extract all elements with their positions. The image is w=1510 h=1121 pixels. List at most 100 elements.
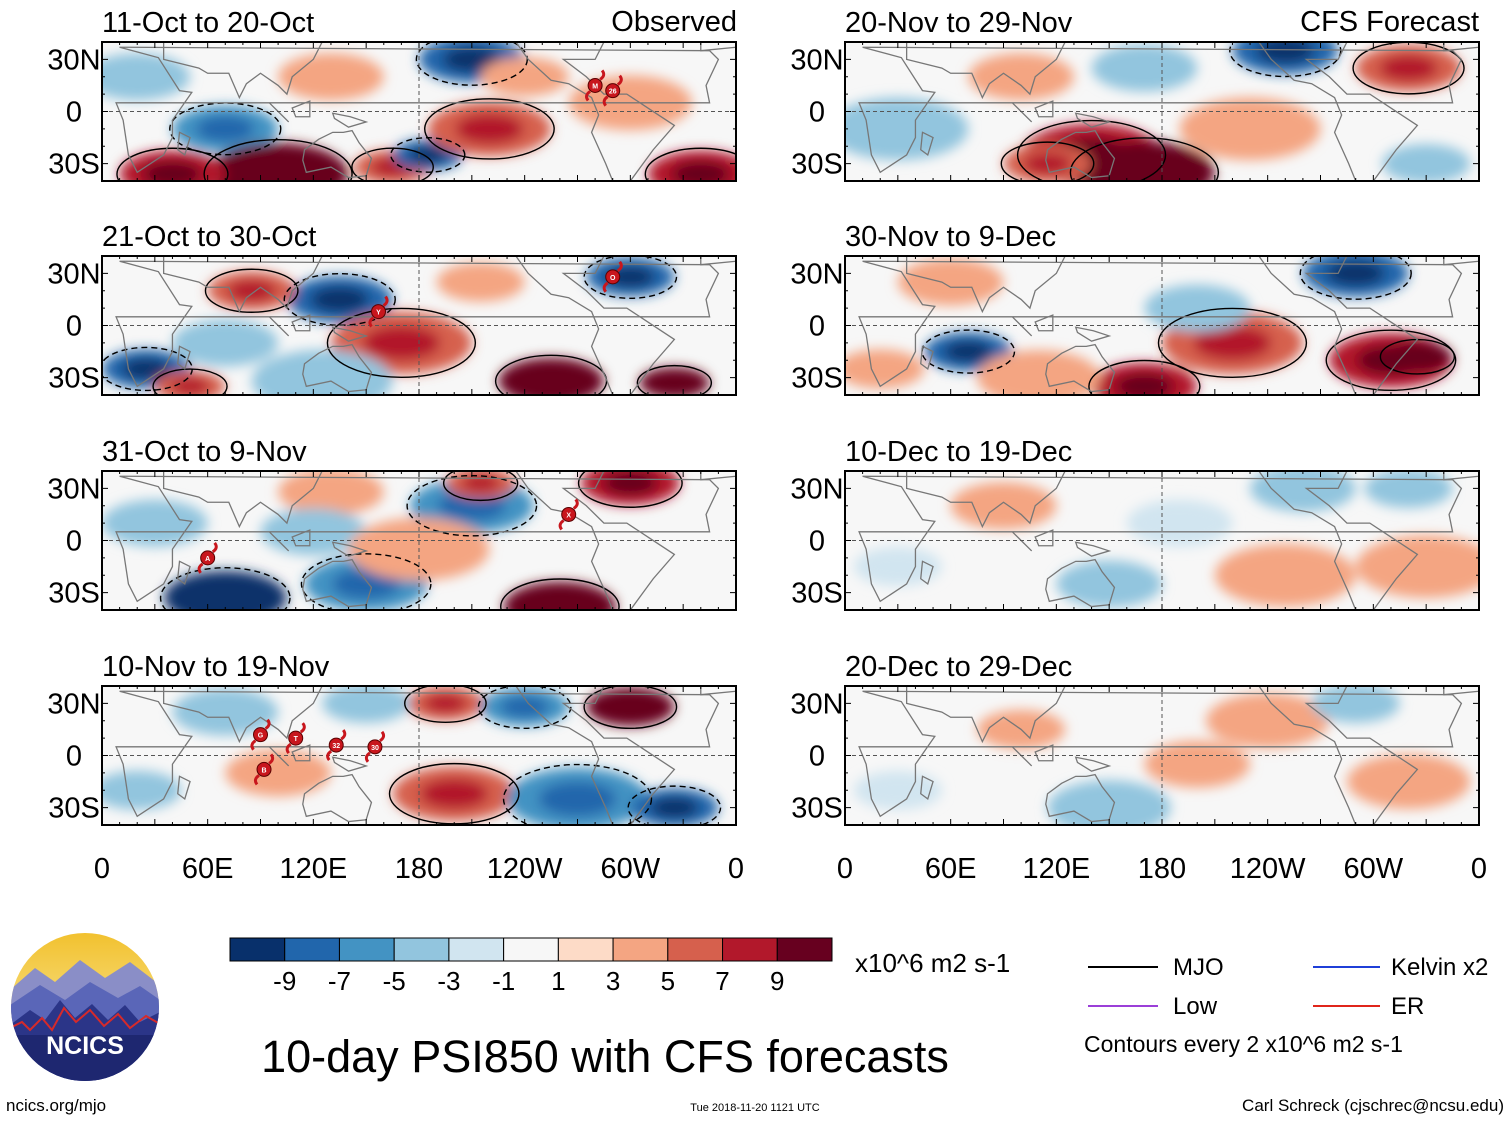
storm-marker: O xyxy=(602,260,623,293)
coastline xyxy=(905,42,1066,100)
storm-marker: T xyxy=(285,722,306,755)
storm-marker: A xyxy=(197,541,218,574)
coastline xyxy=(1045,343,1116,393)
coastline xyxy=(331,541,369,557)
coastline xyxy=(115,475,720,603)
colorbar-swatch xyxy=(667,937,724,962)
anomaly-core xyxy=(310,286,369,313)
coastline xyxy=(858,260,1463,388)
anomaly-blob xyxy=(1144,740,1251,788)
y-tick-label: 30N xyxy=(47,688,100,720)
colorbar-tick-label: -7 xyxy=(328,966,351,996)
anomaly-blob xyxy=(853,770,942,810)
x-tick-label: 120W xyxy=(487,853,563,885)
colorbar: -9 -7 -5 -3 -1 1 3 5 7 9 xyxy=(229,937,833,996)
anomaly-blob xyxy=(853,547,942,587)
mjo-contour xyxy=(415,42,528,86)
anomaly-blob xyxy=(1144,284,1251,332)
y-tick-label: 30S xyxy=(48,578,100,610)
anomaly-core xyxy=(1379,55,1438,81)
coastline xyxy=(268,746,290,767)
coastline xyxy=(1074,541,1112,557)
colorbar-tick-label: 9 xyxy=(770,966,784,996)
storm-marker: 32 xyxy=(326,729,347,762)
coastline xyxy=(515,256,676,395)
anomaly-core xyxy=(170,377,210,395)
coastline xyxy=(291,529,311,547)
colorbar-swatch xyxy=(557,937,614,962)
coastline xyxy=(1258,471,1419,610)
anomaly-blob xyxy=(1364,471,1453,508)
anomaly-blob xyxy=(1346,754,1471,809)
storm-marker-label: O xyxy=(610,275,616,282)
anomaly-core xyxy=(606,696,655,718)
y-tick-label: 30N xyxy=(790,258,843,290)
coastline xyxy=(858,46,1463,174)
anomaly-blob xyxy=(977,350,1101,395)
legend-kelvin-label: Kelvin x2 xyxy=(1391,954,1488,981)
panel-period-title: 10-Dec to 19-Dec xyxy=(845,436,1072,468)
panel-period-title: 11-Oct to 20-Oct xyxy=(102,7,314,39)
anomaly-core xyxy=(500,696,549,718)
colorbar-swatch xyxy=(448,937,505,962)
colorbar-swatch xyxy=(503,937,559,962)
legend-er-label: ER xyxy=(1391,993,1424,1020)
colorbar-swatch xyxy=(393,937,450,962)
anomaly-core xyxy=(408,146,448,164)
coastline xyxy=(1034,529,1054,547)
coastline xyxy=(162,256,323,314)
mjo-contour xyxy=(404,686,487,723)
coastline xyxy=(268,316,290,337)
anomaly-core xyxy=(522,368,581,395)
mjo-contour xyxy=(583,686,678,730)
anomaly-blob xyxy=(278,53,384,101)
y-tick-label: 0 xyxy=(66,741,82,773)
anomaly-blob xyxy=(1250,471,1356,512)
y-tick-label: 30N xyxy=(47,473,100,505)
anomaly-blob xyxy=(1311,686,1400,723)
coastline xyxy=(291,744,311,762)
mjo-contour xyxy=(627,785,722,825)
y-tick-label: 0 xyxy=(66,311,82,343)
mjo-contour xyxy=(1299,256,1412,300)
anomaly-blob xyxy=(845,349,925,389)
coastline xyxy=(1011,102,1033,123)
coastline xyxy=(1034,314,1054,332)
anomaly-blob xyxy=(102,53,191,101)
y-tick-label: 30S xyxy=(48,793,100,825)
storm-marker-label: B xyxy=(261,767,266,774)
mjo-contour xyxy=(169,102,282,156)
anomaly-core xyxy=(442,46,501,73)
contour-note: Contours every 2 x10^6 m2 s-1 xyxy=(1084,1031,1403,1057)
colorbar-tick-label: -9 xyxy=(273,966,296,996)
panel-period-title: 20-Nov to 29-Nov xyxy=(845,7,1073,39)
anomaly-core xyxy=(1397,348,1437,366)
storm-marker: B xyxy=(253,753,275,786)
y-tick-label: 30S xyxy=(791,149,843,181)
colorbar-swatch xyxy=(338,937,395,962)
coastline xyxy=(331,112,369,128)
colorbar-tick-label: 5 xyxy=(661,966,675,996)
legend-mjo-label: MJO xyxy=(1173,954,1224,981)
coastline xyxy=(1034,744,1054,762)
anomaly-core xyxy=(239,156,317,181)
anomaly-blob xyxy=(1047,780,1171,825)
colorbar-swatch xyxy=(284,937,340,962)
anomaly-core xyxy=(455,113,524,144)
anomaly-core xyxy=(196,115,255,142)
y-tick-label: 0 xyxy=(809,97,825,129)
anomaly-blob xyxy=(968,53,1074,101)
figure-title: 10-day PSI850 with CFS forecasts xyxy=(261,1031,949,1082)
storm-marker-label: G xyxy=(258,733,264,740)
y-tick-label: 0 xyxy=(809,526,825,558)
y-tick-label: 30S xyxy=(48,149,100,181)
anomaly-core xyxy=(420,778,489,809)
storm-marker-label: M xyxy=(592,83,598,90)
logo-text: NCICS xyxy=(46,1032,124,1060)
coastline xyxy=(162,42,323,100)
coastline xyxy=(1045,129,1116,179)
anomaly-core xyxy=(1115,373,1174,395)
